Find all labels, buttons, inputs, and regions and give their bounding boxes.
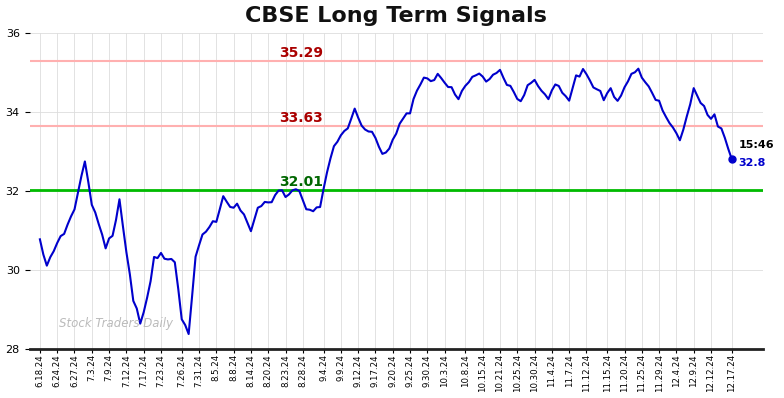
Text: 15:46: 15:46: [739, 140, 775, 150]
Text: 32.01: 32.01: [278, 175, 323, 189]
Text: 35.29: 35.29: [278, 46, 323, 60]
Text: 32.8: 32.8: [739, 158, 766, 168]
Text: Stock Traders Daily: Stock Traders Daily: [59, 317, 172, 330]
Title: CBSE Long Term Signals: CBSE Long Term Signals: [245, 6, 547, 25]
Text: 33.63: 33.63: [279, 111, 322, 125]
